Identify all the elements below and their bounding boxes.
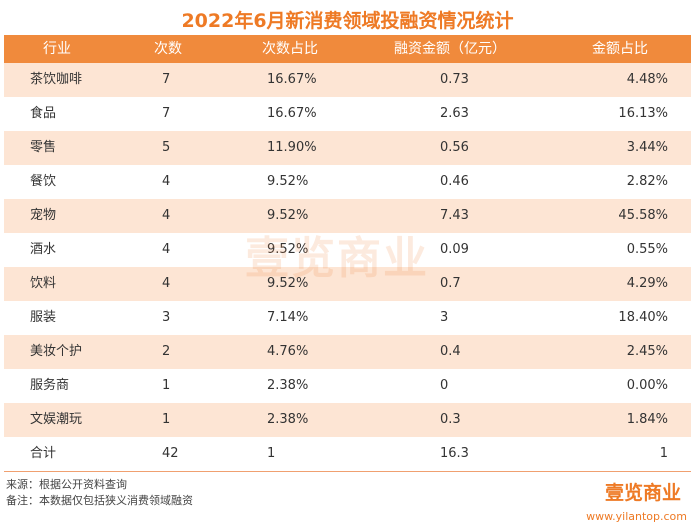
table-row: 文娱潮玩 1 2.38% 0.3 1.84% [4, 403, 691, 437]
table-cell: 美妆个护 [30, 344, 83, 359]
table-row: 茶饮咖啡 7 16.67% 0.73 4.48% [4, 63, 691, 97]
table-cell: 0.3 [440, 412, 461, 427]
table-cell: 4 [162, 208, 171, 223]
table-cell: 9.52% [267, 242, 309, 257]
table-cell: 服装 [30, 310, 57, 325]
table-cell: 食品 [30, 106, 57, 121]
table-cell: 2.38% [267, 378, 309, 393]
column-header: 融资金额（亿元） [394, 41, 506, 57]
table-cell: 16.67% [267, 106, 317, 121]
table-cell: 0.56 [440, 140, 469, 155]
table-cell: 7 [162, 72, 171, 87]
table-cell: 4.29% [626, 276, 668, 291]
table-cell: 18.40% [618, 310, 668, 325]
table-cell: 2.63 [440, 106, 469, 121]
table-cell: 2.45% [626, 344, 668, 359]
table-cell: 0.4 [440, 344, 461, 359]
table-cell: 1 [267, 446, 276, 461]
table-cell: 0.00% [626, 378, 668, 393]
table-row: 食品 7 16.67% 2.63 16.13% [4, 97, 691, 131]
table-cell: 3 [162, 310, 171, 325]
table-cell: 0.09 [440, 242, 469, 257]
table-cell: 零售 [30, 140, 57, 155]
column-header: 金额占比 [592, 41, 648, 57]
table-cell: 16.67% [267, 72, 317, 87]
table-bottom-rule [4, 471, 691, 472]
table-row: 酒水 4 9.52% 0.09 0.55% [4, 233, 691, 267]
watermark: 壹览商业 [245, 233, 429, 284]
table-row: 美妆个护 2 4.76% 0.4 2.45% [4, 335, 691, 369]
table-cell: 0 [440, 378, 449, 393]
table-cell: 服务商 [30, 378, 70, 393]
table-row: 合计 42 1 16.3 1 [4, 437, 691, 471]
table-row: 饮料 4 9.52% 0.7 4.29% [4, 267, 691, 301]
table-cell: 5 [162, 140, 171, 155]
column-header: 次数占比 [262, 41, 318, 57]
table-cell: 7 [162, 106, 171, 121]
table-cell: 文娱潮玩 [30, 412, 83, 427]
table-row: 零售 5 11.90% 0.56 3.44% [4, 131, 691, 165]
table-cell: 宠物 [30, 208, 57, 223]
table-cell: 9.52% [267, 208, 309, 223]
table-cell: 0.46 [440, 174, 469, 189]
table-cell: 2 [162, 344, 171, 359]
table-cell: 1.84% [626, 412, 668, 427]
url: www.yilantop.com [586, 510, 687, 523]
table-cell: 11.90% [267, 140, 317, 155]
table-cell: 16.3 [440, 446, 469, 461]
table-cell: 0.73 [440, 72, 469, 87]
column-header: 行业 [43, 41, 71, 57]
column-header: 次数 [154, 41, 182, 57]
table-cell: 7.43 [440, 208, 469, 223]
table-cell: 酒水 [30, 242, 57, 257]
table-cell: 4 [162, 242, 171, 257]
table-cell: 3 [440, 310, 449, 325]
table-cell: 合计 [30, 446, 57, 461]
table-cell: 2.82% [626, 174, 668, 189]
table-cell: 9.52% [267, 276, 309, 291]
table-row: 服务商 1 2.38% 0 0.00% [4, 369, 691, 403]
table-cell: 9.52% [267, 174, 309, 189]
table-cell: 4 [162, 276, 171, 291]
table-cell: 0.55% [626, 242, 668, 257]
table-header: 行业 次数 次数占比 融资金额（亿元） 金额占比 [4, 35, 691, 63]
table-cell: 7.14% [267, 310, 309, 325]
table-cell: 0.7 [440, 276, 461, 291]
table-row: 宠物 4 9.52% 7.43 45.58% [4, 199, 691, 233]
table-cell: 16.13% [618, 106, 668, 121]
table-row: 餐饮 4 9.52% 0.46 2.82% [4, 165, 691, 199]
table-cell: 1 [659, 446, 668, 461]
table-cell: 4.48% [626, 72, 668, 87]
footnote: 来源：根据公开资料查询 [6, 478, 127, 491]
table-cell: 42 [162, 446, 179, 461]
table-cell: 饮料 [30, 276, 57, 291]
table-cell: 2.38% [267, 412, 309, 427]
table-cell: 1 [162, 378, 171, 393]
table-row: 服装 3 7.14% 3 18.40% [4, 301, 691, 335]
footnote: 备注：本数据仅包括狭义消费领域融资 [6, 494, 193, 507]
table-cell: 4 [162, 174, 171, 189]
table-cell: 4.76% [267, 344, 309, 359]
table-cell: 3.44% [626, 140, 668, 155]
logo: 壹览商业 [604, 482, 681, 504]
table-cell: 1 [162, 412, 171, 427]
table-cell: 餐饮 [30, 174, 57, 189]
table-cell: 茶饮咖啡 [30, 72, 83, 87]
title: 2022年6月新消费领域投融资情况统计 [181, 10, 514, 32]
table-cell: 45.58% [618, 208, 668, 223]
